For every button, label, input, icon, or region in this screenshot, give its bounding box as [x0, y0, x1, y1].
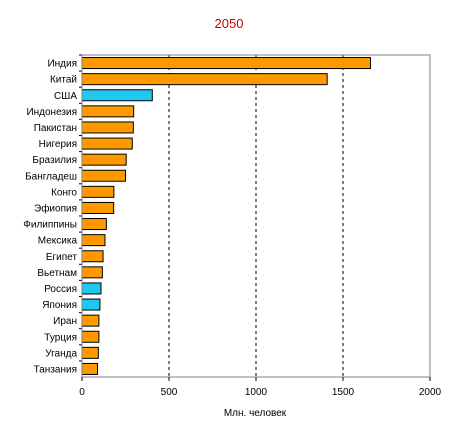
category-label: Индонезия: [26, 107, 77, 118]
category-label: Пакистан: [34, 123, 77, 134]
x-tick-label: 0: [79, 387, 85, 398]
x-tick-label: 2000: [419, 387, 442, 398]
bar: [81, 89, 153, 102]
bar: [81, 314, 100, 327]
category-label: Конго: [51, 187, 77, 198]
chart-title: 2050: [215, 16, 244, 31]
bar: [81, 105, 135, 118]
category-label: Нигерия: [39, 139, 77, 150]
category-label: Мексика: [38, 236, 78, 247]
category-label: Иран: [53, 316, 77, 327]
category-label: Бангладеш: [25, 171, 77, 182]
bar: [81, 298, 101, 311]
x-tick-label: 500: [161, 387, 178, 398]
category-label: Филиппины: [23, 220, 77, 231]
category-label: Турция: [44, 332, 77, 343]
category-label: Китай: [50, 75, 77, 86]
x-tick-label: 1000: [245, 387, 268, 398]
bar: [81, 234, 106, 247]
bar: [81, 153, 127, 166]
bar: [81, 362, 98, 375]
bars: [81, 57, 371, 375]
bar: [81, 137, 133, 150]
bar: [81, 201, 115, 214]
bar: [81, 266, 103, 279]
category-label: Эфиопия: [34, 202, 77, 214]
bar: [81, 73, 328, 86]
bar: [81, 169, 126, 182]
category-label: Египет: [46, 252, 78, 263]
category-label: Бразилия: [32, 155, 77, 166]
bar: [81, 330, 100, 343]
bar: [81, 218, 107, 231]
category-label: Россия: [44, 284, 77, 295]
bar: [81, 282, 102, 295]
category-label: Япония: [42, 300, 77, 311]
bar: [81, 121, 134, 134]
category-label: Вьетнам: [37, 268, 77, 279]
bar: [81, 346, 99, 359]
x-axis-title: Млн. человек: [224, 408, 287, 419]
bar: [81, 250, 104, 263]
category-label: Индия: [47, 59, 77, 70]
category-label: США: [54, 91, 77, 102]
x-ticks: 0 500 1000 1500 2000: [79, 377, 442, 398]
bar: [81, 57, 371, 70]
bar: [81, 185, 115, 198]
category-label: Танзания: [34, 364, 77, 375]
x-tick-label: 1500: [332, 387, 355, 398]
category-label: Уганда: [45, 348, 77, 359]
grid-lines: [168, 55, 344, 377]
category-labels: Индия Китай США Индонезия Пакистан Нигерия Бра…: [23, 54, 82, 375]
